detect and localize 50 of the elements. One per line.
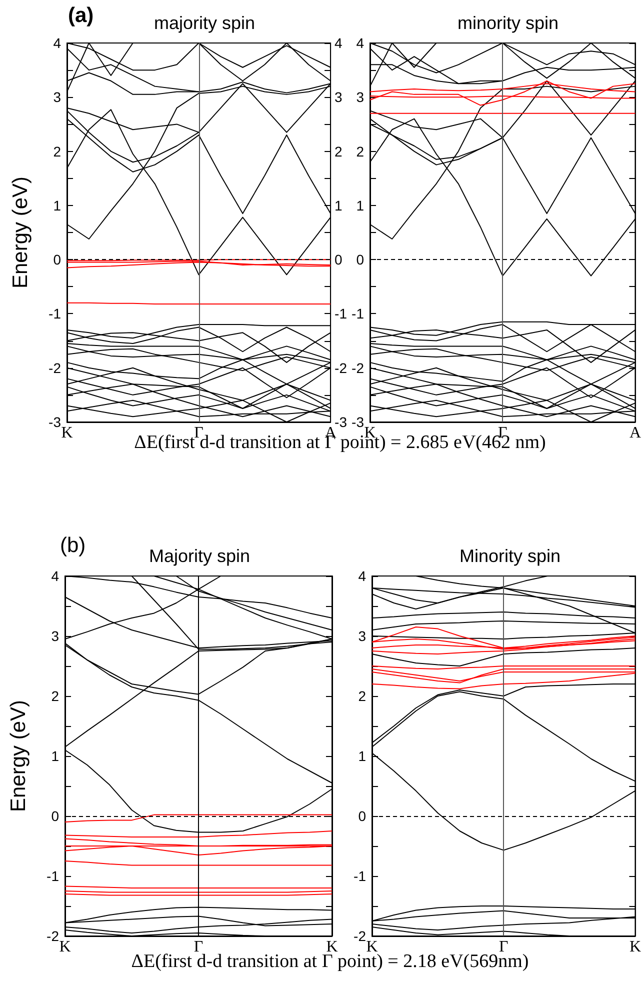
y-tick-label: 4 [358,568,366,584]
y-tick-label: 1 [53,197,62,214]
y-tick-label: -1 [352,306,364,322]
y-tick-label: 0 [51,808,60,824]
y-tick-label: -1 [354,868,366,884]
chart-title: Minority spin [459,546,561,566]
y-tick-label: 2 [358,688,366,704]
chart-title: minority spin [457,13,559,33]
y2-tick-label: -2 [334,360,348,376]
y-tick-label: 2 [53,143,62,160]
y-tick-label: 4 [53,35,62,51]
x-tick-label: K [61,424,74,442]
y-axis-title: Energy (eV) [9,176,32,289]
y-tick-label: 1 [358,748,366,764]
y-tick-label: 0 [53,252,62,268]
y-tick-label: 4 [51,568,60,584]
y-tick-label: 2 [356,143,364,160]
y-tick-label: 1 [356,197,364,214]
y-tick-label: -3 [48,414,62,430]
y-axis-title: Energy (eV) [7,700,30,812]
y-tick-label: 3 [356,89,364,106]
y2-tick-label: -3 [334,414,348,430]
y-tick-label: -2 [354,928,366,944]
chart-title: majority spin [154,13,256,33]
y2-tick-label: 4 [334,35,343,51]
y2-tick-label: 3 [334,89,343,106]
y-tick-label: 3 [358,628,366,644]
x-tick-label: K [59,938,72,956]
y-tick-label: 2 [51,688,60,704]
x-tick-label: K [629,938,642,956]
y2-tick-label: 2 [334,143,343,160]
text: (a) [68,4,94,28]
y2-tick-label: 0 [334,252,343,268]
y2-tick-label: -1 [334,306,348,322]
y-tick-label: -2 [48,360,62,376]
x-tick-label: A [629,424,642,442]
y-tick-label: 0 [358,808,366,824]
y-tick-label: 4 [356,35,364,51]
y-tick-label: -2 [352,360,364,376]
y-tick-label: -1 [46,868,60,884]
chart-title: Majority spin [148,546,250,566]
y-tick-label: 0 [356,252,364,268]
y-tick-label: 3 [53,89,62,106]
y-tick-label: -2 [46,928,60,944]
y-tick-label: 3 [51,628,60,644]
y-tick-label: -3 [352,414,364,430]
y-tick-label: -1 [48,306,62,322]
text: (b) [60,534,86,558]
y2-tick-label: 1 [334,197,343,214]
y-tick-label: 1 [51,748,60,764]
